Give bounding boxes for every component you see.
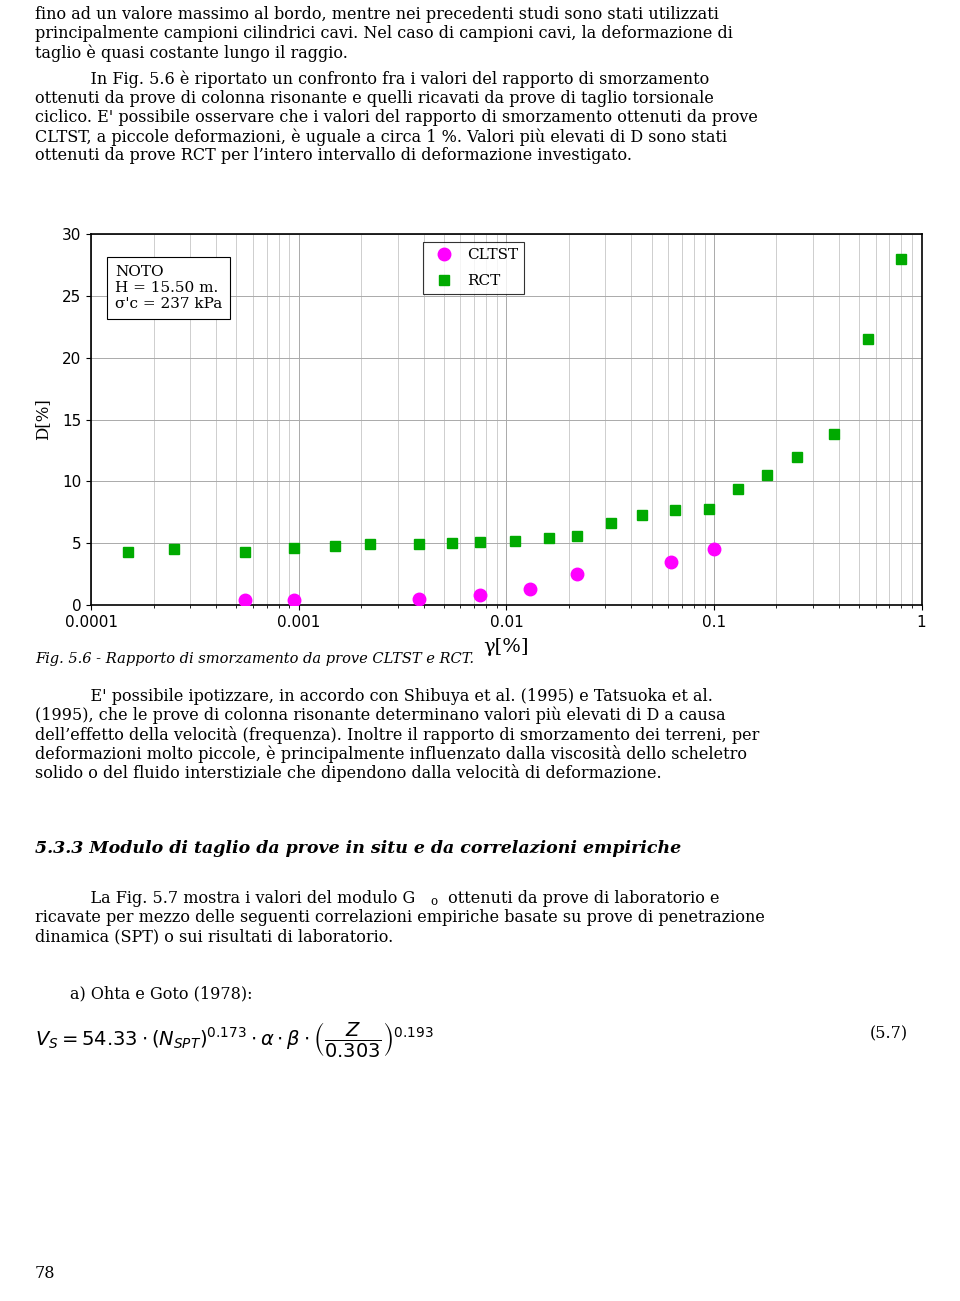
Y-axis label: D[%]: D[%] xyxy=(34,398,51,441)
Text: CLTST, a piccole deformazioni, è uguale a circa 1 %. Valori più elevati di D son: CLTST, a piccole deformazioni, è uguale … xyxy=(35,127,727,146)
Text: 78: 78 xyxy=(35,1265,56,1281)
Text: a) Ohta e Goto (1978):: a) Ohta e Goto (1978): xyxy=(70,985,252,1002)
Text: o: o xyxy=(430,895,437,908)
Text: La Fig. 5.7 mostra i valori del modulo G: La Fig. 5.7 mostra i valori del modulo G xyxy=(70,890,416,907)
Text: dell’effetto della velocità (frequenza). Inoltre il rapporto di smorzamento dei : dell’effetto della velocità (frequenza).… xyxy=(35,726,759,744)
Text: solido o del fluido interstiziale che dipendono dalla velocità di deformazione.: solido o del fluido interstiziale che di… xyxy=(35,764,661,782)
Text: (5.7): (5.7) xyxy=(870,1025,908,1042)
Text: deformazioni molto piccole, è principalmente influenzato dalla viscosità dello s: deformazioni molto piccole, è principalm… xyxy=(35,745,747,762)
Legend: CLTST, RCT: CLTST, RCT xyxy=(422,242,524,294)
Text: ottenuti da prove di colonna risonante e quelli ricavati da prove di taglio tors: ottenuti da prove di colonna risonante e… xyxy=(35,90,714,107)
Text: (1995), che le prove di colonna risonante determinano valori più elevati di D a : (1995), che le prove di colonna risonant… xyxy=(35,706,726,725)
Text: ciclico. E' possibile osservare che i valori del rapporto di smorzamento ottenut: ciclico. E' possibile osservare che i va… xyxy=(35,109,757,126)
Text: taglio è quasi costante lungo il raggio.: taglio è quasi costante lungo il raggio. xyxy=(35,44,348,61)
Text: 5.3.3 Modulo di taglio da prove in situ e da correlazioni empiriche: 5.3.3 Modulo di taglio da prove in situ … xyxy=(35,840,682,857)
Text: NOTO
H = 15.50 m.
σ'c = 237 kPa: NOTO H = 15.50 m. σ'c = 237 kPa xyxy=(115,265,222,311)
X-axis label: γ[%]: γ[%] xyxy=(484,637,529,656)
Text: ottenuti da prove RCT per l’intero intervallo di deformazione investigato.: ottenuti da prove RCT per l’intero inter… xyxy=(35,147,632,164)
Text: In Fig. 5.6 è riportato un confronto fra i valori del rapporto di smorzamento: In Fig. 5.6 è riportato un confronto fra… xyxy=(70,72,709,88)
Text: ricavate per mezzo delle seguenti correlazioni empiriche basate su prove di pene: ricavate per mezzo delle seguenti correl… xyxy=(35,909,765,926)
Text: E' possibile ipotizzare, in accordo con Shibuya et al. (1995) e Tatsuoka et al.: E' possibile ipotizzare, in accordo con … xyxy=(70,688,713,705)
Text: principalmente campioni cilindrici cavi. Nel caso di campioni cavi, la deformazi: principalmente campioni cilindrici cavi.… xyxy=(35,25,732,42)
Text: ottenuti da prove di laboratorio e: ottenuti da prove di laboratorio e xyxy=(443,890,719,907)
Text: fino ad un valore massimo al bordo, mentre nei precedenti studi sono stati utili: fino ad un valore massimo al bordo, ment… xyxy=(35,7,719,23)
Text: $V_S = 54.33 \cdot \left(N_{SPT}\right)^{0.173} \cdot \alpha \cdot \beta \cdot \: $V_S = 54.33 \cdot \left(N_{SPT}\right)^… xyxy=(35,1020,434,1059)
Text: Fig. 5.6 - Rapporto di smorzamento da prove CLTST e RCT.: Fig. 5.6 - Rapporto di smorzamento da pr… xyxy=(35,652,474,666)
Text: dinamica (SPT) o sui risultati di laboratorio.: dinamica (SPT) o sui risultati di labora… xyxy=(35,928,394,945)
